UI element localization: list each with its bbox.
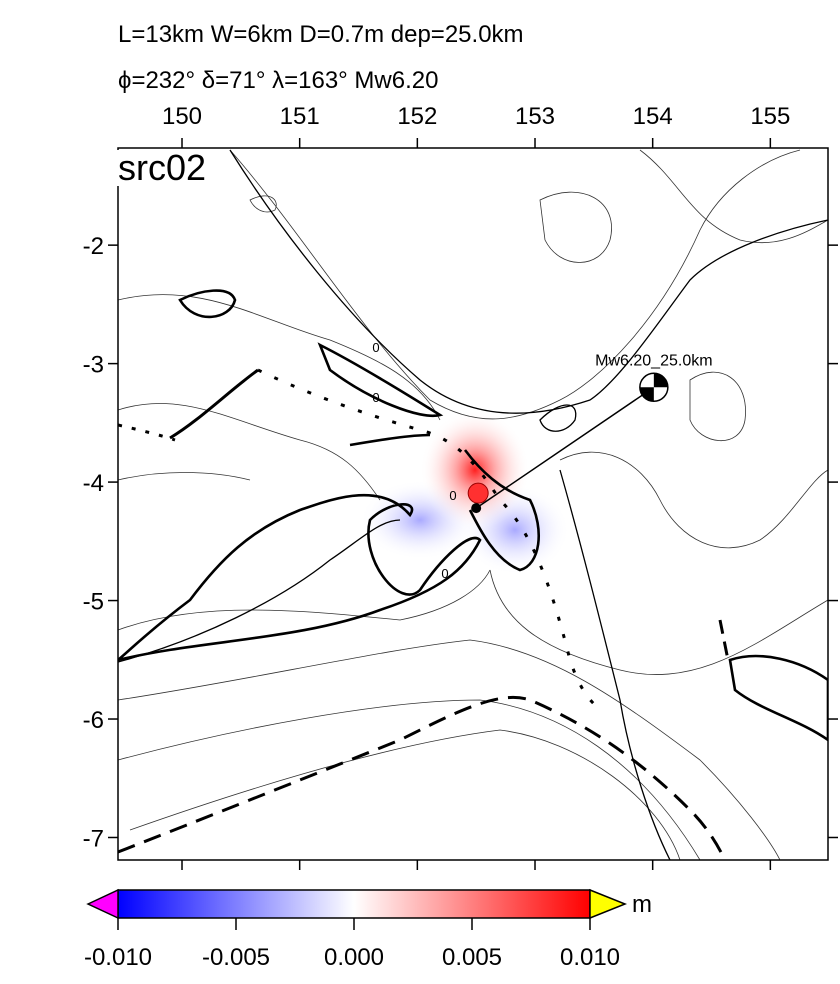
colorbar-tick-label: 0.000 [324,944,384,971]
y-tick-label: -5 [83,589,104,616]
colorbar-high-arrow [589,888,628,920]
epicenter-ring [467,482,489,504]
x-tick-label: 151 [280,103,320,130]
colorbar-unit: m [632,891,652,918]
coastlines [118,149,828,860]
contour-label: 0 [372,390,379,405]
colorbar-tick-label: -0.010 [84,944,152,971]
x-tick-label: 153 [515,103,555,130]
contour-label: 0 [449,488,456,503]
colorbar-tick-label: -0.005 [202,944,270,971]
mechanism-link [475,386,655,509]
mechanism-label: Mw6.20_25.0km [595,352,712,369]
map-label: src02 [118,147,206,188]
trenches [118,368,730,860]
zero-contours [118,289,828,742]
map-layers [118,149,828,860]
header-line2: ϕ=232° δ=71° λ=163° Mw6.20 [118,67,438,94]
colorbar-low-arrow [86,888,119,920]
x-tick-label: 150 [162,103,202,130]
mechanism-quadrant [639,387,654,402]
map-frame [117,147,829,861]
colorbar-tick-label: 0.010 [560,944,620,971]
bathymetry-contours [118,149,828,860]
y-tick-label: -4 [83,470,104,497]
contour-label: 0 [441,566,448,581]
colorbar-tick-label: 0.005 [442,944,502,971]
y-tick-label: -7 [83,825,104,852]
uplift [420,410,530,530]
y-tick-label: -6 [83,707,104,734]
x-tick-label: 155 [750,103,790,130]
y-tick-label: -3 [83,352,104,379]
header-line1: L=13km W=6km D=0.7m dep=25.0km [118,21,524,48]
colorbar [117,889,591,919]
dynamic: 150 151 152 153 154 155 -2 -3 -4 -5 -6 -7 Mw6.20_25.… [83,103,838,971]
epicenter [471,503,482,514]
label-box [116,150,220,186]
mechanism-quadrant [653,373,668,388]
x-tick-label: 152 [397,103,437,130]
x-tick-label: 154 [633,103,673,130]
y-tick-label: -2 [83,233,104,260]
contour-label: 0 [372,340,379,355]
